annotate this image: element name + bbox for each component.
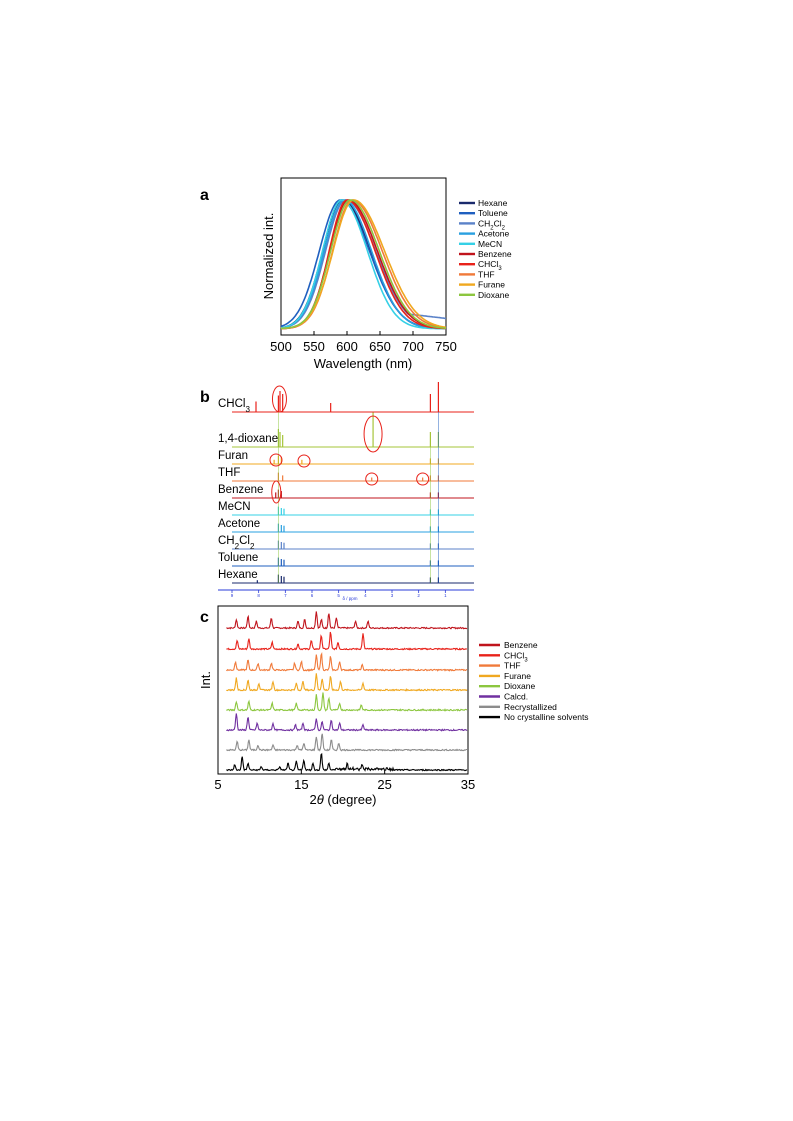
b-label-benzene: Benzene: [218, 484, 263, 496]
b-xtick-label-8: 8: [257, 593, 260, 598]
c-legend-label-dioxane: Dioxane: [504, 681, 535, 691]
a-line-mecn: [280, 199, 446, 330]
b-annotation-circle-2: [269, 453, 283, 467]
c-xtick-label-5: 5: [214, 777, 221, 792]
b-label-acetone: Acetone: [218, 518, 260, 530]
b-annotation-circle-4: [365, 472, 379, 486]
b-xtick-label-4: 4: [364, 593, 367, 598]
b-label-1-4-dioxane: 1,4-dioxane: [218, 433, 278, 445]
c-legend-label-thf: THF: [504, 661, 521, 671]
c-line-calcd: [226, 713, 468, 732]
a-xtick-label-600: 600: [336, 339, 358, 354]
panel-a-xlabel: Wavelength (nm): [314, 356, 413, 371]
a-xtick-label-500: 500: [270, 339, 292, 354]
a-legend-label-chcl3: CHCl3: [478, 259, 502, 272]
panel-c-pxrd-chart: 5 15 25 35 2θ (degree) Int. BenzeneCHCl3THF…: [198, 605, 589, 807]
a-legend-label-mecn: MeCN: [478, 239, 502, 249]
a-legend-label-benzene: Benzene: [478, 249, 512, 259]
panel-c-legend: BenzeneCHCl3THFFuraneDioxaneCalcd.Recrys…: [479, 640, 589, 722]
c-legend-label-recrystallized: Recrystallized: [504, 702, 557, 712]
panel-a-emission-chart: 500 550 600 650 700 750 Wavelength (nm) Norma…: [261, 177, 512, 371]
panel-a-series-group: [280, 199, 447, 330]
a-legend-label-furane: Furane: [478, 280, 505, 290]
panel-c-xlabel: 2θ (degree): [309, 792, 376, 807]
panel-b-label: b: [200, 389, 210, 406]
b-label-mecn: MeCN: [218, 501, 251, 513]
panel-c-series-group: [226, 611, 468, 773]
a-xtick-label-700: 700: [402, 339, 424, 354]
panel-b-annotation-circles: [269, 385, 430, 504]
b-xtick-label-7: 7: [284, 593, 287, 598]
b-annotation-circle-1: [363, 415, 383, 453]
panel-a-ticks: 500 550 600 650 700 750: [270, 331, 457, 354]
c-legend-label-calcd: Calcd.: [504, 692, 528, 702]
c-line-benzene: [226, 611, 468, 630]
c-legend-label-benzene: Benzene: [504, 640, 538, 650]
panel-a-frame: [280, 177, 447, 336]
a-legend-label-thf: THF: [478, 269, 495, 279]
panel-a-legend: HexaneTolueneCH2Cl2AcetoneMeCNBenzeneCHC…: [459, 198, 512, 300]
panel-c-label: c: [200, 609, 209, 626]
a-xtick-label-750: 750: [435, 339, 457, 354]
b-label-ch2cl2: CH2Cl2: [218, 535, 255, 551]
b-xtick-label-2: 2: [417, 593, 420, 598]
c-line-recrystallized: [226, 733, 467, 752]
a-legend-label-acetone: Acetone: [478, 229, 509, 239]
panel-c-ticks: 5 15 25 35: [214, 770, 475, 792]
panel-c-frame: [217, 605, 469, 775]
c-xtick-label-35: 35: [461, 777, 475, 792]
c-legend-label-furane: Furane: [504, 671, 531, 681]
panel-b-series-group: CHCl3 1,4-dioxane Furan THF Benzene MeCN Aceto…: [218, 382, 474, 584]
c-line-thf: [226, 651, 468, 672]
panel-b-nmr-chart: CHCl3 1,4-dioxane Furan THF Benzene MeCN Aceto…: [218, 382, 474, 601]
a-xtick-label-650: 650: [369, 339, 391, 354]
b-xtick-label-3: 3: [391, 593, 394, 598]
panel-a-ylabel: Normalized int.: [261, 213, 276, 300]
b-label-toluene: Toluene: [218, 552, 258, 564]
b-annotation-circle-0: [271, 385, 287, 413]
b-annotation-circle-5: [416, 472, 430, 486]
a-xtick-label-550: 550: [303, 339, 325, 354]
c-xtick-label-15: 15: [294, 777, 308, 792]
b-annotation-circle-3: [297, 454, 311, 468]
panel-a-label: a: [200, 187, 209, 204]
panel-b-xlabel: δ / ppm: [342, 596, 357, 601]
b-annotation-circle-6: [271, 480, 282, 504]
a-legend-label-toluene: Toluene: [478, 208, 508, 218]
a-legend-label-ch2cl2: CH2Cl2: [478, 218, 505, 231]
a-legend-label-hexane: Hexane: [478, 198, 508, 208]
panel-c-xlabel-text: 2θ (degree): [309, 792, 376, 807]
c-xtick-label-25: 25: [377, 777, 391, 792]
a-legend-label-dioxane: Dioxane: [478, 290, 509, 300]
c-legend-label-no-crystalline-solvents: No crystalline solvents: [504, 712, 589, 722]
b-xtick-label-9: 9: [231, 593, 234, 598]
b-xtick-label-1: 1: [444, 593, 447, 598]
c-line-chcl3: [226, 631, 468, 651]
b-xtick-label-5: 5: [337, 593, 340, 598]
a-line-furane: [280, 199, 447, 330]
b-label-chcl3: CHCl3: [218, 398, 250, 414]
c-line-dioxane: [226, 692, 467, 712]
b-label-thf: THF: [218, 467, 240, 479]
b-label-furan: Furan: [218, 450, 248, 462]
b-xtick-label-6: 6: [311, 593, 314, 598]
a-line-acetone: [280, 199, 446, 330]
c-line-no-crystalline-solvents: [226, 752, 468, 773]
b-label-hexane: Hexane: [218, 569, 258, 581]
panel-c-ylabel: Int.: [198, 671, 213, 689]
panel-b-ticks: 9 8 7 6 5 4 3 2 1: [231, 590, 447, 598]
c-line-furane: [226, 673, 468, 692]
c-legend-label-chcl3: CHCl3: [504, 650, 528, 663]
a-line-dioxane: [280, 199, 447, 330]
